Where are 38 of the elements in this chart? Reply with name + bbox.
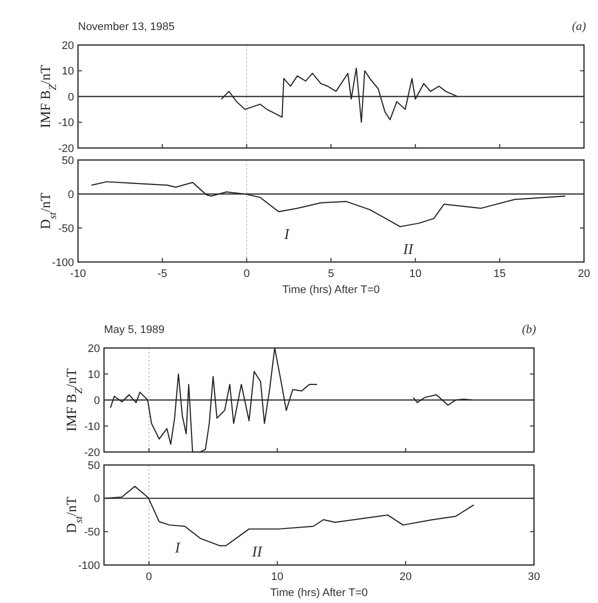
x-tick-label: 10	[409, 268, 422, 280]
x-axis-title: Time (hrs) After T=0	[270, 587, 368, 599]
y-tick-label: 0	[68, 188, 74, 201]
y-tick-label: 0	[68, 91, 74, 104]
y-tick-label: -100	[52, 256, 74, 269]
chart-title: November 13, 1985	[78, 21, 175, 33]
x-tick-label: 10	[271, 571, 284, 583]
y-tick-label: -20	[84, 446, 100, 459]
chart-title: May 5, 1989	[104, 324, 165, 336]
x-tick-label: 30	[528, 571, 540, 583]
y-tick-label: -50	[58, 222, 74, 235]
text: (a)	[572, 19, 586, 33]
text: (b)	[522, 322, 536, 336]
annotation: I	[283, 226, 290, 243]
y-tick-label: -10	[58, 117, 74, 130]
annotation: II	[402, 242, 414, 258]
y-tick-label: 50	[88, 460, 100, 472]
x-tick-label: 5	[328, 268, 334, 280]
annotation: II	[251, 544, 264, 560]
y-tick-label: -100	[78, 560, 100, 572]
annotation: I	[174, 540, 181, 556]
y-tick-label: 0	[94, 394, 100, 407]
x-tick-label: 0	[146, 571, 152, 583]
x-tick-label: 20	[400, 571, 412, 583]
y-tick-label: -50	[84, 526, 100, 539]
x-axis-title: Time (hrs) After T=0	[282, 284, 380, 296]
x-tick-label: 0	[244, 268, 250, 280]
x-tick-label: 15	[494, 268, 506, 280]
y-tick-label: 50	[62, 154, 74, 167]
y-tick-label: 20	[62, 40, 74, 52]
y-tick-label: -10	[84, 420, 100, 433]
y-tick-label: 10	[62, 66, 74, 78]
x-tick-label: -5	[157, 268, 168, 280]
y-tick-label: 0	[94, 493, 100, 506]
y-tick-label: -20	[58, 142, 74, 155]
x-tick-label: 20	[578, 268, 590, 280]
y-tick-label: 20	[88, 342, 100, 355]
y-tick-label: 10	[88, 368, 100, 381]
